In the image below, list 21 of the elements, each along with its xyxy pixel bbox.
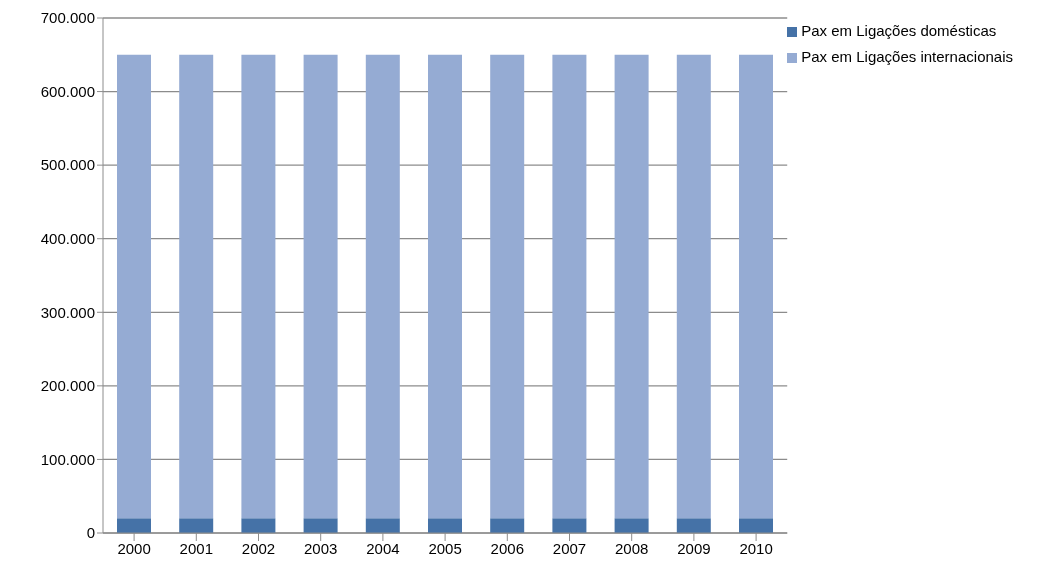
y-tick-label: 600.000 (40, 82, 95, 100)
legend-label: Pax em Ligações internacionais (801, 48, 1013, 65)
x-tick-label: 2008 (615, 539, 649, 557)
x-tick-label: 2005 (428, 539, 462, 557)
x-tick-label: 2002 (241, 539, 276, 557)
y-tick-label: 400.000 (40, 230, 95, 248)
x-tick-label: 2000 (117, 539, 151, 557)
x-tick-label: 2004 (366, 539, 400, 557)
x-tick-label: 2001 (179, 539, 213, 557)
y-tick-label: 700.000 (40, 9, 95, 27)
y-tick-label: 200.000 (40, 377, 95, 395)
y-tick-label: 500.000 (40, 156, 95, 174)
y-tick-label: 300.000 (40, 303, 95, 321)
x-tick-label: 2010 (739, 539, 773, 557)
x-tick-label: 2009 (677, 539, 711, 557)
x-tick-label: 2003 (304, 539, 338, 557)
x-tick-label: 2006 (490, 539, 524, 557)
y-tick-label: 100.000 (40, 450, 95, 468)
y-tick-label: 0 (86, 524, 95, 542)
legend-label: Pax em Ligações domésticas (801, 22, 997, 39)
x-tick-label: 2007 (552, 539, 587, 557)
